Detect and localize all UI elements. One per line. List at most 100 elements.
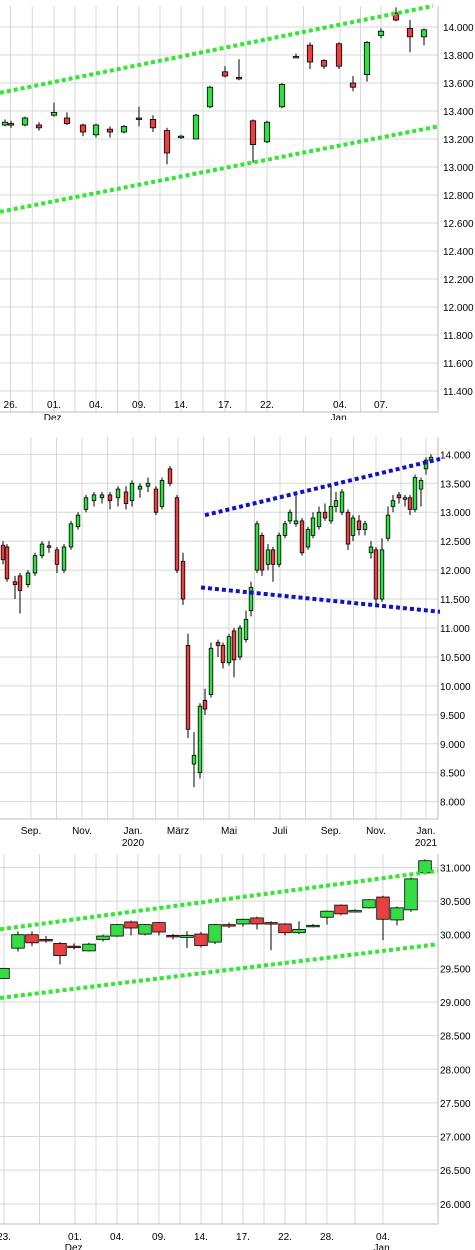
y-tick-label: 13.000: [443, 163, 474, 174]
x-tick-sublabel: 2021: [415, 838, 438, 848]
candle-up: [306, 924, 320, 928]
y-tick-label: 11.800: [443, 331, 473, 342]
y-tick-label: 28.000: [440, 1065, 471, 1076]
y-tick-label: 11.600: [443, 359, 473, 370]
candle-down: [106, 128, 114, 133]
candle-up: [96, 935, 110, 940]
candle-up: [32, 555, 38, 574]
x-tick-label: 17.: [236, 1232, 250, 1243]
candle-down: [25, 934, 39, 944]
candle-up: [320, 910, 334, 918]
candle-up: [206, 86, 214, 108]
candle-down: [406, 27, 414, 38]
candle-down: [299, 520, 305, 554]
candle-down: [376, 896, 390, 920]
candle-down: [167, 468, 173, 484]
candle-down: [166, 935, 180, 938]
x-tick-label: 09.: [152, 1232, 166, 1243]
candle-up: [333, 500, 339, 507]
x-tick-label: 22.: [260, 400, 274, 411]
candle-up: [39, 543, 45, 557]
y-tick-label: 30.000: [440, 931, 471, 942]
candle-up: [402, 497, 408, 500]
candle-down: [270, 549, 276, 565]
x-tick-sublabel: 2020: [122, 838, 145, 848]
y-tick-label: 13.200: [443, 135, 474, 146]
y-tick-label: 26.000: [440, 1200, 471, 1211]
y-tick-label: 13.800: [443, 51, 474, 62]
candle-up: [350, 517, 356, 536]
candle-up: [91, 494, 97, 502]
candle-up: [418, 480, 424, 490]
y-tick-label: 26.500: [440, 1166, 471, 1177]
candle-down: [107, 494, 113, 502]
candle-down: [335, 43, 343, 67]
candle-up: [348, 910, 362, 913]
x-tick-label: Jan.: [124, 826, 143, 837]
candle-down: [194, 933, 208, 946]
candle-up: [292, 56, 300, 59]
candle-up: [310, 517, 316, 536]
y-tick-label: 12.600: [443, 219, 474, 230]
y-tick-label: 14.000: [440, 450, 471, 461]
x-tick-label: 01.: [68, 1232, 82, 1243]
x-tick-label: Mai: [221, 826, 237, 837]
x-tick-label: 04.: [89, 400, 103, 411]
candle-down: [356, 520, 362, 531]
candle-up: [0, 967, 10, 979]
candle-down: [174, 497, 180, 571]
candle-up: [276, 534, 282, 565]
candle-down: [185, 644, 191, 730]
candle-up: [180, 935, 194, 938]
candle-down: [320, 60, 328, 67]
x-tick-label: 14.: [174, 400, 188, 411]
y-tick-label: 10.500: [440, 653, 471, 664]
trend-channel-line: [204, 457, 441, 518]
candle-down: [135, 117, 143, 120]
y-tick-label: 12.400: [443, 247, 474, 258]
y-tick-label: 10.000: [440, 682, 471, 693]
y-tick-label: 29.500: [440, 964, 471, 975]
y-tick-label: 11.400: [443, 387, 473, 398]
candle-down: [0, 544, 6, 561]
candle-up: [265, 549, 271, 565]
candle-down: [63, 117, 71, 124]
candle-down: [373, 549, 379, 600]
candle-up: [82, 943, 96, 952]
candle-up: [208, 647, 214, 695]
candle-down: [46, 545, 52, 548]
candle-down: [222, 924, 236, 927]
candle-up: [129, 482, 135, 502]
candle-down: [4, 546, 10, 580]
candle-up: [316, 511, 322, 528]
x-tick-sublabel: Dez.: [44, 413, 65, 420]
candle-down: [202, 699, 208, 710]
candle-up: [248, 587, 254, 612]
x-tick-label: 04.: [110, 1232, 124, 1243]
candle-up: [292, 928, 306, 934]
candle-down: [407, 497, 413, 510]
candle-down: [249, 120, 257, 146]
candle-up: [83, 497, 89, 510]
candle-down: [152, 922, 166, 933]
y-tick-label: 31.000: [440, 863, 471, 874]
candle-up: [293, 520, 299, 525]
candle-up: [115, 488, 121, 499]
x-tick-label: 14.: [194, 1232, 208, 1243]
candle-down: [334, 904, 348, 915]
candle-up: [278, 84, 286, 108]
y-tick-label: 8.000: [440, 798, 465, 809]
candle-up: [1, 121, 9, 126]
y-tick-label: 12.800: [443, 191, 474, 202]
x-tick-label: 22.: [278, 1232, 292, 1243]
y-tick-label: 27.500: [440, 1099, 471, 1110]
y-tick-label: 12.500: [440, 537, 471, 548]
candle-down: [231, 630, 237, 661]
x-tick-label: 28.: [320, 1232, 334, 1243]
candle-down: [396, 494, 402, 499]
candle-up: [145, 482, 151, 487]
candle-down: [35, 124, 43, 129]
chart-panel-bottom: 26.000 26.500 27.000 27.500 28.000 28.500 29.0…: [0, 854, 471, 1250]
candle-up: [92, 124, 100, 136]
y-tick-label: 13.600: [443, 79, 474, 90]
